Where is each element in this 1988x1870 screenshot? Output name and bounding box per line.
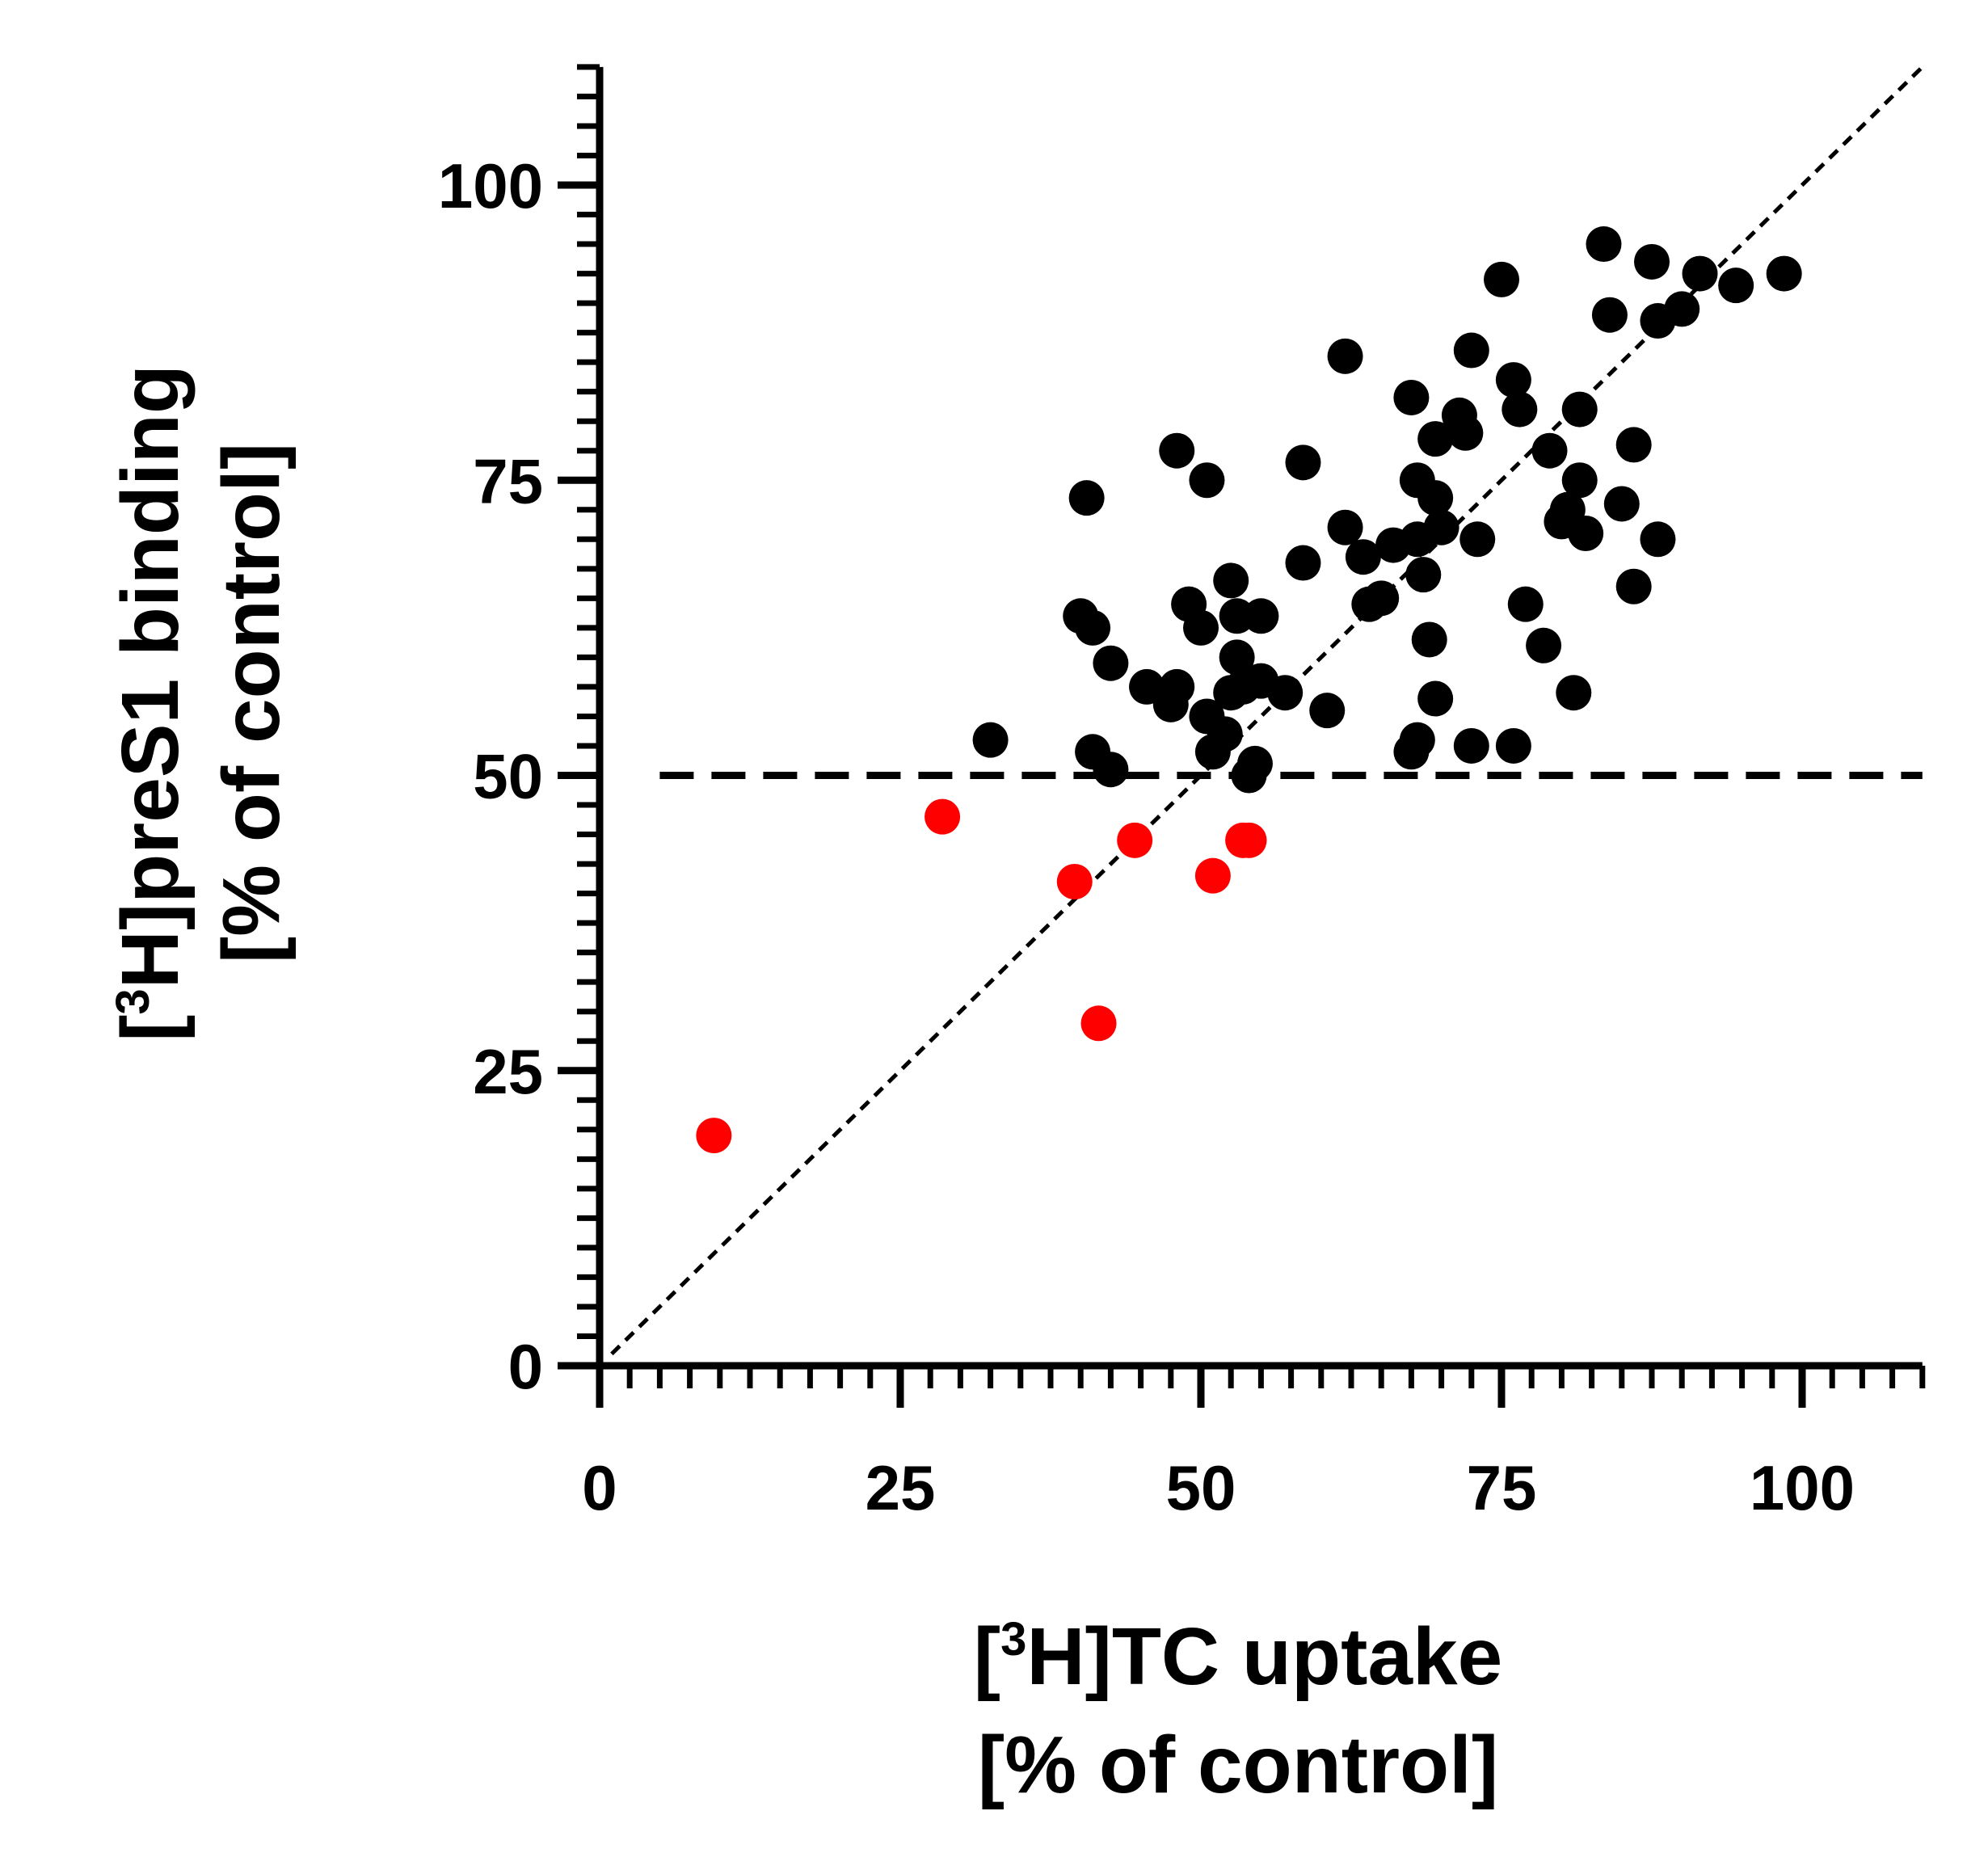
x-tick-label: 100 <box>1750 1452 1855 1523</box>
red-data-point <box>1080 1005 1117 1042</box>
y-axis-ticks <box>558 64 600 1370</box>
black-data-point <box>1495 727 1531 764</box>
black-data-point <box>1219 639 1255 676</box>
black-data-point <box>1363 580 1400 617</box>
x-axis-title-open: [ <box>974 1611 1000 1702</box>
black-data-point <box>1459 521 1496 558</box>
y-axis-title-open: [ <box>105 1015 196 1042</box>
y-axis-tick-labels: 0 25 50 75 100 <box>438 150 543 1402</box>
black-data-point <box>1453 332 1489 369</box>
black-data-point <box>1603 486 1640 522</box>
black-data-point <box>1405 557 1442 593</box>
black-data-point <box>1561 462 1598 499</box>
black-data-point <box>1075 609 1111 646</box>
y-axis-title-group: [3H]preS1 binding [% of control] <box>105 364 297 1042</box>
red-data-point <box>1056 863 1093 899</box>
x-tick-label: 50 <box>1166 1452 1236 1523</box>
y-axis-title-line2: [% of control] <box>206 443 297 963</box>
black-data-point <box>1447 415 1484 451</box>
red-data-point <box>1117 822 1153 858</box>
y-axis-title: [3H]preS1 binding <box>105 364 196 1042</box>
y-tick-label: 25 <box>473 1036 543 1107</box>
black-data-point <box>1213 562 1249 599</box>
black-data-point <box>1093 645 1129 681</box>
black-data-point <box>1453 727 1489 764</box>
black-data-point <box>1309 693 1346 729</box>
black-data-point <box>1068 480 1105 516</box>
black-data-point <box>1556 675 1592 711</box>
black-data-point <box>1640 521 1676 558</box>
black-data-point <box>1526 627 1562 663</box>
identity-line <box>610 65 1924 1356</box>
black-data-point <box>972 722 1009 758</box>
x-tick-label: 75 <box>1467 1452 1537 1523</box>
black-data-point <box>1417 421 1454 457</box>
black-data-point <box>1093 752 1129 788</box>
black-data-point <box>1411 621 1447 658</box>
red-data-point <box>925 798 961 835</box>
black-data-point <box>1561 391 1598 427</box>
black-data-point <box>1417 680 1454 717</box>
black-data-point <box>1417 480 1454 516</box>
black-data-point <box>1718 267 1754 304</box>
black-data-point <box>1345 539 1381 575</box>
x-axis-title-text: H]TC uptake <box>1026 1611 1502 1702</box>
black-data-point <box>1159 432 1195 469</box>
y-tick-label: 0 <box>508 1331 543 1402</box>
black-data-point <box>1159 668 1195 705</box>
black-data-point <box>1591 297 1628 333</box>
y-tick-label: 100 <box>438 150 543 221</box>
black-data-point <box>1207 716 1243 752</box>
x-tick-label: 25 <box>866 1452 936 1523</box>
x-axis-title-line2: [% of control] <box>978 1720 1498 1810</box>
black-data-point <box>1423 509 1459 545</box>
black-data-point <box>1495 362 1531 398</box>
axes: 0 25 50 75 100 0 25 50 75 100 <box>438 64 1926 1523</box>
black-data-point <box>1502 391 1538 427</box>
red-data-point <box>696 1118 732 1154</box>
y-axis-title-superscript: 3 <box>107 988 159 1014</box>
black-data-point <box>1183 609 1219 646</box>
black-data-point <box>1236 745 1273 781</box>
black-data-point <box>1327 509 1363 545</box>
x-axis-title: [3H]TC uptake <box>974 1611 1503 1702</box>
black-data-point <box>1484 261 1519 297</box>
x-axis-ticks <box>596 1366 1926 1408</box>
black-data-point <box>1586 226 1622 263</box>
black-data-point <box>1615 427 1652 463</box>
black-data-point <box>1664 291 1700 327</box>
black-data-point <box>1766 255 1802 292</box>
x-axis-tick-labels: 0 25 50 75 100 <box>582 1452 1855 1523</box>
black-data-point <box>1327 338 1363 374</box>
red-data-point <box>1231 822 1267 858</box>
black-data-point <box>1393 379 1430 415</box>
red-data-point <box>1194 857 1231 894</box>
black-data-point <box>1507 586 1544 622</box>
data-points <box>696 226 1802 1154</box>
black-data-point <box>1634 243 1670 280</box>
black-data-point <box>1285 444 1321 481</box>
y-tick-label: 50 <box>473 741 543 812</box>
black-data-point <box>1399 722 1435 758</box>
black-data-point <box>1267 675 1304 711</box>
black-data-point <box>1615 568 1652 604</box>
x-axis-title-superscript: 3 <box>1000 1613 1026 1666</box>
black-data-point <box>1682 255 1718 292</box>
black-data-point <box>1243 598 1279 634</box>
y-tick-label: 75 <box>473 445 543 516</box>
black-data-point <box>1285 545 1321 581</box>
x-tick-label: 0 <box>582 1452 617 1523</box>
black-data-point <box>1189 462 1225 499</box>
y-axis-title-text: H]preS1 binding <box>105 364 196 988</box>
black-data-point <box>1531 432 1568 469</box>
black-data-point <box>1568 515 1604 551</box>
reference-lines <box>610 65 1924 1356</box>
